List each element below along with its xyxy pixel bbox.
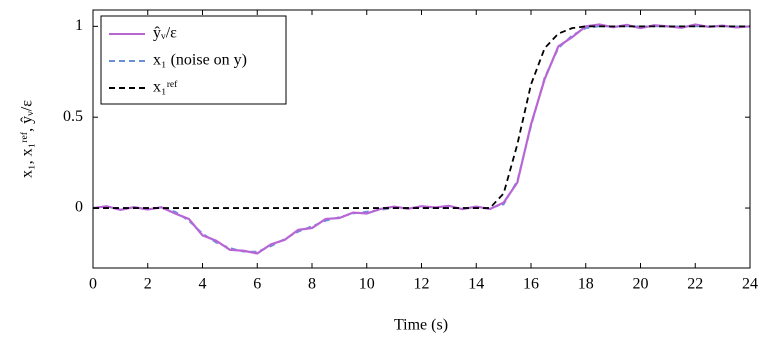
x-tick-label: 8 <box>308 276 316 293</box>
series-line <box>93 25 750 209</box>
x-tick-label: 16 <box>523 276 539 293</box>
legend-box <box>100 15 287 105</box>
y-axis-label: x₁, x₁ʳᵉᶠ, ŷᵥ/ε <box>19 100 36 178</box>
x-tick-label: 4 <box>199 276 207 293</box>
y-tick-label: 1 <box>75 17 83 34</box>
x-tick-label: 12 <box>414 276 430 293</box>
x-tick-label: 18 <box>578 276 594 293</box>
y-tick-label: 0.5 <box>63 108 83 125</box>
legend-label: x₁ (noise on y) <box>153 52 247 69</box>
x-tick-label: 0 <box>89 276 97 293</box>
x-tick-label: 6 <box>253 276 261 293</box>
x-tick-label: 14 <box>468 276 484 293</box>
x-tick-label: 24 <box>742 276 758 293</box>
x-tick-label: 20 <box>633 276 649 293</box>
x-tick-label: 2 <box>144 276 152 293</box>
legend-label: ŷᵥ/ε <box>153 25 177 42</box>
y-tick-label: 0 <box>75 199 83 216</box>
series-line <box>92 23 751 255</box>
x-tick-label: 22 <box>687 276 703 293</box>
x-tick-label: 10 <box>359 276 375 293</box>
x-axis-label: Time (s) <box>394 317 448 334</box>
legend-label: x₁ʳᵉᶠ <box>153 79 178 96</box>
plot-frame <box>92 9 751 269</box>
